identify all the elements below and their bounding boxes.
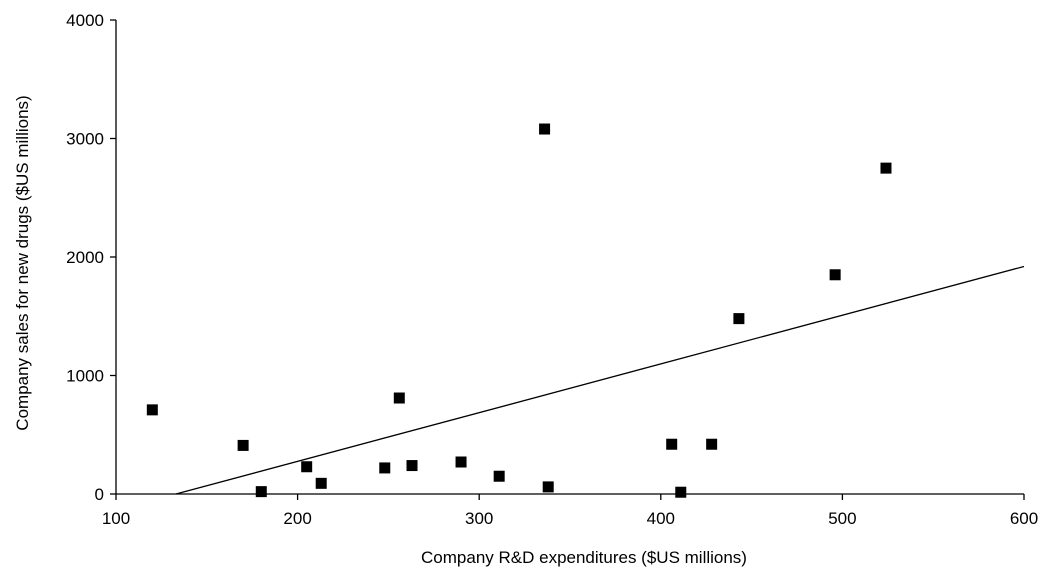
- x-tick-label: 600: [1010, 509, 1038, 528]
- data-point: [301, 461, 313, 473]
- data-point: [146, 404, 158, 416]
- data-point: [237, 439, 249, 451]
- data-point: [829, 269, 841, 281]
- data-point: [406, 460, 418, 472]
- data-point: [880, 162, 892, 174]
- data-point: [493, 470, 505, 482]
- data-point: [393, 392, 405, 404]
- x-axis-title: Company R&D expenditures ($US millions): [421, 548, 747, 567]
- x-tick-label: 300: [465, 509, 493, 528]
- data-point: [542, 481, 554, 493]
- trend-line: [175, 265, 1025, 495]
- data-point: [666, 438, 678, 450]
- data-point: [706, 438, 718, 450]
- data-point: [733, 313, 745, 325]
- x-tick-label: 100: [102, 509, 130, 528]
- y-tick-label: 2000: [66, 248, 104, 267]
- data-point: [379, 462, 391, 474]
- plot-area: [146, 123, 1025, 498]
- data-point: [255, 486, 267, 498]
- x-tick-label: 500: [828, 509, 856, 528]
- x-tick-label: 400: [647, 509, 675, 528]
- x-axis-ticks: 100 200 300 400 500 600: [102, 494, 1038, 528]
- y-axis-ticks: 0 1000 2000 3000 4000: [66, 11, 116, 504]
- y-tick-label: 0: [95, 485, 104, 504]
- y-tick-label: 3000: [66, 130, 104, 149]
- y-axis-title: Company sales for new drugs ($US million…: [13, 95, 32, 430]
- x-tick-label: 200: [283, 509, 311, 528]
- y-tick-label: 1000: [66, 367, 104, 386]
- y-tick-label: 4000: [66, 11, 104, 30]
- data-point: [539, 123, 551, 135]
- data-point: [315, 477, 327, 489]
- data-point: [675, 486, 687, 498]
- data-point: [455, 456, 467, 468]
